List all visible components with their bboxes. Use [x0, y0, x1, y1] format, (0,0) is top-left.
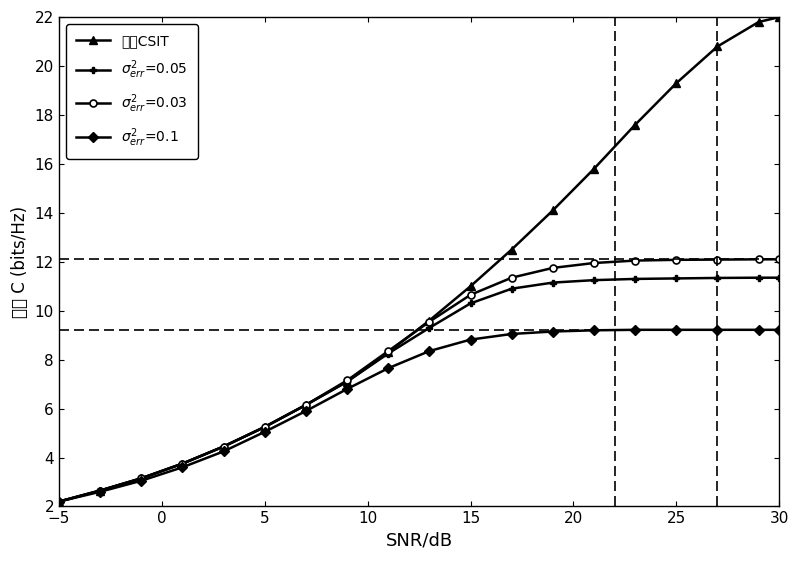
完美CSIT — [507, 246, 517, 253]
$\sigma_{err}^{2}$=0.05 — [466, 300, 475, 307]
$\sigma_{err}^{2}$=0.05 — [630, 275, 640, 282]
$\sigma_{err}^{2}$=0.1 — [342, 385, 352, 392]
$\sigma_{err}^{2}$=0.05 — [137, 475, 146, 482]
完美CSIT — [383, 349, 393, 356]
$\sigma_{err}^{2}$=0.1 — [713, 327, 722, 333]
$\sigma_{err}^{2}$=0.03 — [548, 265, 558, 272]
完美CSIT — [754, 19, 763, 25]
$\sigma_{err}^{2}$=0.1 — [95, 489, 105, 495]
X-axis label: SNR/dB: SNR/dB — [386, 532, 453, 550]
$\sigma_{err}^{2}$=0.1 — [466, 336, 475, 343]
Y-axis label: 容量 C (bits/Hz): 容量 C (bits/Hz) — [11, 206, 29, 318]
$\sigma_{err}^{2}$=0.05 — [548, 279, 558, 286]
$\sigma_{err}^{2}$=0.03 — [589, 260, 598, 266]
$\sigma_{err}^{2}$=0.03 — [95, 487, 105, 494]
完美CSIT — [260, 424, 270, 430]
$\sigma_{err}^{2}$=0.03 — [466, 292, 475, 298]
$\sigma_{err}^{2}$=0.03 — [630, 257, 640, 264]
完美CSIT — [630, 121, 640, 128]
$\sigma_{err}^{2}$=0.05 — [95, 487, 105, 494]
$\sigma_{err}^{2}$=0.1 — [301, 408, 310, 415]
$\sigma_{err}^{2}$=0.03 — [137, 475, 146, 482]
$\sigma_{err}^{2}$=0.03 — [507, 274, 517, 281]
$\sigma_{err}^{2}$=0.05 — [301, 402, 310, 408]
$\sigma_{err}^{2}$=0.03 — [383, 348, 393, 355]
完美CSIT — [713, 43, 722, 50]
完美CSIT — [95, 487, 105, 494]
$\sigma_{err}^{2}$=0.03 — [260, 424, 270, 430]
$\sigma_{err}^{2}$=0.1 — [774, 327, 784, 333]
$\sigma_{err}^{2}$=0.05 — [507, 286, 517, 292]
$\sigma_{err}^{2}$=0.03 — [342, 377, 352, 384]
Line: 完美CSIT: 完美CSIT — [54, 13, 783, 506]
$\sigma_{err}^{2}$=0.1 — [671, 327, 681, 333]
完美CSIT — [178, 460, 187, 467]
$\sigma_{err}^{2}$=0.03 — [218, 443, 228, 450]
完美CSIT — [466, 283, 475, 289]
$\sigma_{err}^{2}$=0.1 — [630, 327, 640, 333]
完美CSIT — [671, 80, 681, 86]
完美CSIT — [425, 317, 434, 324]
$\sigma_{err}^{2}$=0.05 — [178, 460, 187, 467]
$\sigma_{err}^{2}$=0.03 — [425, 319, 434, 325]
$\sigma_{err}^{2}$=0.05 — [754, 274, 763, 281]
Line: $\sigma_{err}^{2}$=0.1: $\sigma_{err}^{2}$=0.1 — [55, 327, 782, 505]
$\sigma_{err}^{2}$=0.1 — [425, 348, 434, 355]
Line: $\sigma_{err}^{2}$=0.05: $\sigma_{err}^{2}$=0.05 — [55, 274, 782, 505]
$\sigma_{err}^{2}$=0.05 — [671, 275, 681, 282]
$\sigma_{err}^{2}$=0.1 — [54, 498, 64, 505]
$\sigma_{err}^{2}$=0.1 — [178, 464, 187, 471]
$\sigma_{err}^{2}$=0.1 — [589, 327, 598, 334]
完美CSIT — [589, 165, 598, 172]
$\sigma_{err}^{2}$=0.05 — [713, 274, 722, 281]
$\sigma_{err}^{2}$=0.03 — [713, 256, 722, 263]
$\sigma_{err}^{2}$=0.03 — [671, 256, 681, 263]
$\sigma_{err}^{2}$=0.1 — [548, 328, 558, 335]
$\sigma_{err}^{2}$=0.1 — [137, 477, 146, 484]
$\sigma_{err}^{2}$=0.03 — [54, 498, 64, 505]
$\sigma_{err}^{2}$=0.03 — [178, 460, 187, 467]
完美CSIT — [54, 498, 64, 505]
$\sigma_{err}^{2}$=0.1 — [507, 330, 517, 337]
$\sigma_{err}^{2}$=0.05 — [589, 277, 598, 283]
$\sigma_{err}^{2}$=0.1 — [754, 327, 763, 333]
Line: $\sigma_{err}^{2}$=0.03: $\sigma_{err}^{2}$=0.03 — [55, 256, 782, 505]
$\sigma_{err}^{2}$=0.05 — [383, 350, 393, 357]
完美CSIT — [342, 378, 352, 385]
Legend: 完美CSIT, $\sigma_{err}^{2}$=0.05, $\sigma_{err}^{2}$=0.03, $\sigma_{err}^{2}$=0.1: 完美CSIT, $\sigma_{err}^{2}$=0.05, $\sigma… — [66, 24, 198, 159]
完美CSIT — [137, 475, 146, 482]
$\sigma_{err}^{2}$=0.05 — [54, 498, 64, 505]
$\sigma_{err}^{2}$=0.05 — [342, 378, 352, 385]
$\sigma_{err}^{2}$=0.05 — [218, 443, 228, 450]
$\sigma_{err}^{2}$=0.03 — [301, 402, 310, 408]
$\sigma_{err}^{2}$=0.05 — [425, 324, 434, 331]
完美CSIT — [218, 443, 228, 450]
$\sigma_{err}^{2}$=0.05 — [774, 274, 784, 281]
完美CSIT — [774, 14, 784, 21]
$\sigma_{err}^{2}$=0.03 — [754, 256, 763, 263]
完美CSIT — [301, 402, 310, 408]
完美CSIT — [548, 207, 558, 214]
$\sigma_{err}^{2}$=0.1 — [260, 429, 270, 435]
$\sigma_{err}^{2}$=0.03 — [774, 256, 784, 263]
$\sigma_{err}^{2}$=0.05 — [260, 424, 270, 430]
$\sigma_{err}^{2}$=0.1 — [218, 448, 228, 455]
$\sigma_{err}^{2}$=0.1 — [383, 365, 393, 371]
